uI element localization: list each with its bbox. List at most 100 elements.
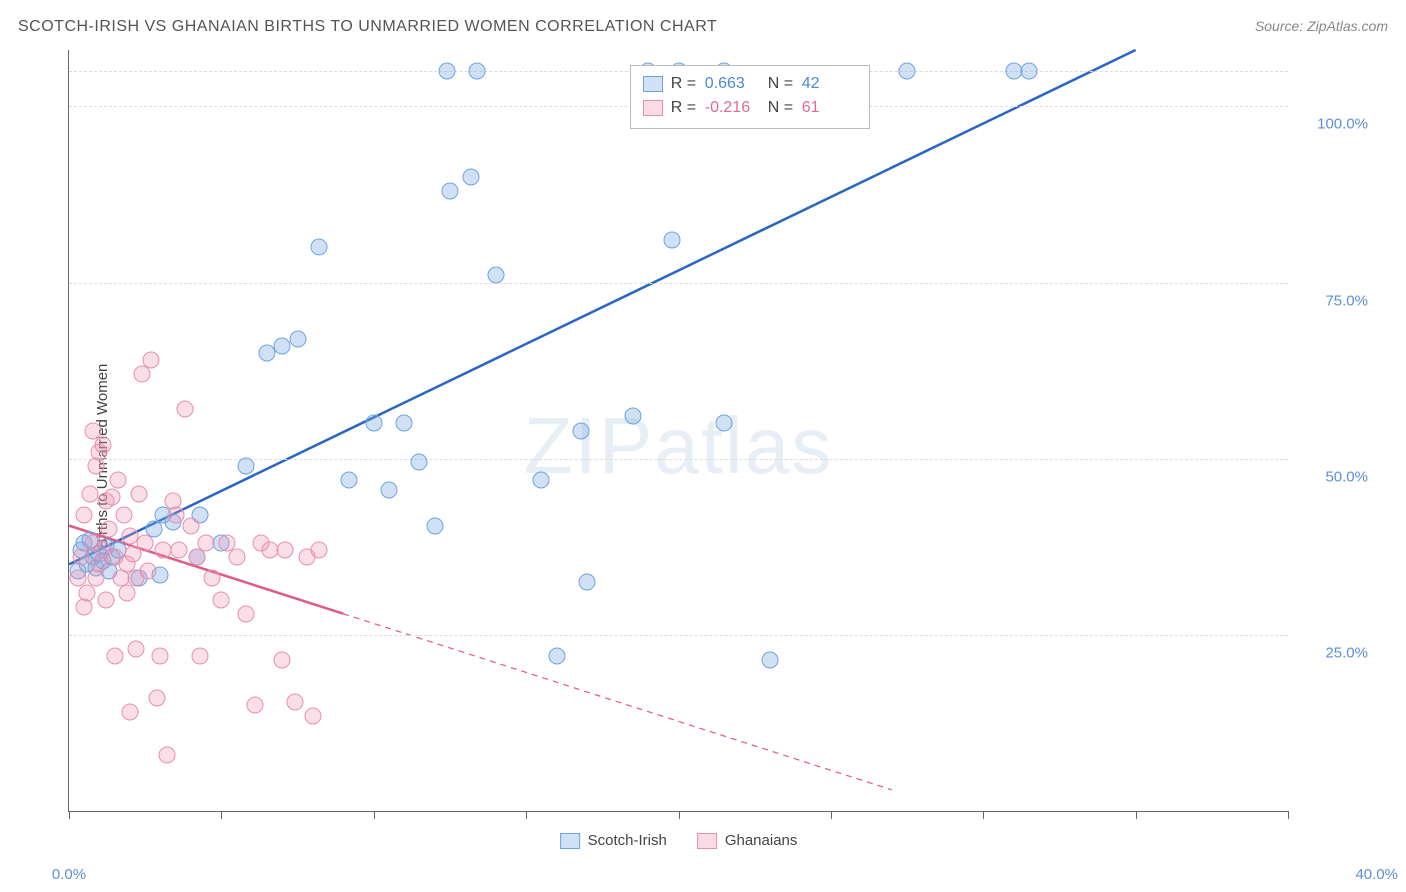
data-point [277, 542, 294, 559]
data-point [167, 507, 184, 524]
x-tick [221, 811, 222, 819]
gridline [69, 283, 1288, 284]
data-point [128, 640, 145, 657]
gridline [69, 635, 1288, 636]
data-point [380, 482, 397, 499]
data-point [438, 63, 455, 80]
data-point [426, 517, 443, 534]
data-point [143, 352, 160, 369]
data-point [76, 507, 93, 524]
x-tick [831, 811, 832, 819]
data-point [149, 690, 166, 707]
data-point [274, 651, 291, 668]
data-point [204, 570, 221, 587]
data-point [109, 471, 126, 488]
y-tick-label: 100.0% [1317, 116, 1368, 133]
data-point [121, 704, 138, 721]
data-point [899, 63, 916, 80]
data-point [441, 182, 458, 199]
data-point [73, 549, 90, 566]
data-point [469, 63, 486, 80]
data-point [103, 489, 120, 506]
data-point [182, 517, 199, 534]
plot-area: ZIPatlas 25.0%50.0%75.0%100.0%0.0%40.0%R… [68, 50, 1288, 812]
data-point [548, 647, 565, 664]
data-point [152, 647, 169, 664]
data-point [213, 591, 230, 608]
stat-value-n: 61 [802, 99, 857, 117]
data-point [94, 436, 111, 453]
data-point [579, 573, 596, 590]
stat-value-n: 42 [802, 75, 857, 93]
data-point [97, 591, 114, 608]
data-point [140, 563, 157, 580]
bottom-legend: Scotch-Irish Ghanaians [560, 832, 798, 849]
data-point [664, 232, 681, 249]
data-point [237, 605, 254, 622]
regression-line [69, 50, 1136, 564]
x-tick [526, 811, 527, 819]
data-point [158, 746, 175, 763]
x-tick [374, 811, 375, 819]
data-point [198, 535, 215, 552]
bottom-legend-item: Ghanaians [697, 832, 798, 849]
x-tick [1288, 811, 1289, 819]
data-point [1020, 63, 1037, 80]
y-tick-label: 50.0% [1325, 468, 1368, 485]
stat-value-r: -0.216 [705, 99, 760, 117]
data-point [716, 415, 733, 432]
legend-stats-row: R = -0.216 N = 61 [643, 96, 857, 120]
stat-label-r: R = [671, 99, 697, 117]
legend-stats-row: R = 0.663 N = 42 [643, 72, 857, 96]
data-point [100, 521, 117, 538]
stat-label-r: R = [671, 75, 697, 93]
data-point [246, 697, 263, 714]
y-tick-label: 25.0% [1325, 644, 1368, 661]
data-point [572, 422, 589, 439]
data-point [365, 415, 382, 432]
stat-value-r: 0.663 [705, 75, 760, 93]
x-tick-label: 0.0% [52, 866, 86, 883]
stat-label-n: N = [768, 75, 794, 93]
data-point [310, 542, 327, 559]
data-point [341, 471, 358, 488]
chart-title: SCOTCH-IRISH VS GHANAIAN BIRTHS TO UNMAR… [18, 18, 717, 36]
data-point [304, 707, 321, 724]
x-tick [679, 811, 680, 819]
data-point [131, 485, 148, 502]
data-point [237, 457, 254, 474]
data-point [192, 647, 209, 664]
chart-container: Births to Unmarried Women ZIPatlas 25.0%… [18, 50, 1388, 862]
data-point [228, 549, 245, 566]
y-tick-label: 75.0% [1325, 292, 1368, 309]
legend-swatch [697, 833, 717, 849]
legend-swatch [643, 76, 663, 92]
legend-swatch [560, 833, 580, 849]
legend-stats-box: R = 0.663 N = 42 R = -0.216 N = 61 [630, 65, 870, 129]
data-point [170, 542, 187, 559]
data-point [115, 507, 132, 524]
data-point [411, 454, 428, 471]
legend-swatch [643, 100, 663, 116]
data-point [533, 471, 550, 488]
data-point [106, 647, 123, 664]
data-point [286, 693, 303, 710]
bottom-legend-label: Ghanaians [725, 832, 798, 849]
data-point [624, 408, 641, 425]
data-point [310, 239, 327, 256]
source-label: Source: ZipAtlas.com [1255, 18, 1388, 34]
data-point [463, 168, 480, 185]
data-point [396, 415, 413, 432]
bottom-legend-item: Scotch-Irish [560, 832, 667, 849]
bottom-legend-label: Scotch-Irish [588, 832, 667, 849]
data-point [176, 401, 193, 418]
x-tick-label: 40.0% [1355, 866, 1398, 883]
stat-label-n: N = [768, 99, 794, 117]
data-point [761, 651, 778, 668]
data-point [289, 330, 306, 347]
x-tick [69, 811, 70, 819]
x-tick [1136, 811, 1137, 819]
regression-line-extrapolated [343, 614, 892, 790]
data-point [487, 267, 504, 284]
data-point [137, 535, 154, 552]
